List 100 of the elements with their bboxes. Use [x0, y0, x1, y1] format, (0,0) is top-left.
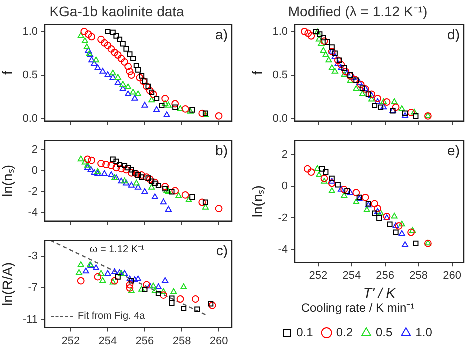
point	[155, 284, 162, 290]
point	[344, 188, 350, 194]
point	[143, 82, 151, 90]
point	[359, 90, 366, 97]
point	[190, 107, 196, 113]
point	[111, 48, 118, 56]
point	[117, 162, 123, 168]
point	[198, 110, 206, 118]
point	[338, 186, 345, 192]
point	[146, 84, 152, 90]
point	[169, 300, 175, 306]
point	[135, 90, 142, 97]
point	[398, 106, 406, 112]
point	[202, 200, 208, 206]
legend-label: 0.1	[296, 325, 314, 340]
point	[126, 284, 134, 292]
point	[338, 61, 346, 69]
point	[364, 206, 370, 212]
y-tick-label: -4	[28, 207, 38, 220]
y-axis-title: ln(R/A)	[0, 262, 16, 306]
point	[398, 220, 406, 227]
point	[114, 74, 122, 80]
point	[93, 56, 100, 63]
chart-title: Modified (λ = 1.12 K⁻¹)	[288, 3, 428, 20]
point	[362, 194, 370, 202]
point	[132, 95, 138, 101]
point	[170, 288, 178, 294]
point	[91, 60, 98, 66]
point	[304, 30, 312, 38]
point	[128, 278, 134, 284]
point	[125, 84, 132, 90]
point	[413, 240, 419, 246]
point	[78, 32, 84, 38]
point	[136, 67, 142, 73]
point	[120, 41, 126, 47]
point	[353, 198, 360, 204]
point	[413, 113, 419, 119]
point	[317, 32, 323, 38]
point	[146, 176, 154, 184]
legend-label: 1.0	[416, 325, 433, 340]
point	[132, 170, 138, 176]
point	[340, 186, 348, 194]
point	[335, 182, 341, 188]
point	[372, 102, 378, 108]
point	[118, 55, 126, 62]
point	[180, 284, 188, 290]
point	[114, 158, 120, 164]
y-tick-label: 2	[32, 144, 38, 156]
point	[98, 36, 105, 44]
point	[356, 79, 363, 86]
point	[142, 102, 148, 108]
point	[328, 188, 336, 194]
point	[320, 174, 328, 182]
point	[395, 222, 403, 230]
point	[126, 276, 134, 282]
point	[323, 170, 329, 176]
y-tick-label: -4	[278, 244, 288, 256]
point	[156, 182, 162, 188]
point	[88, 56, 96, 63]
point	[138, 286, 146, 292]
point	[94, 273, 102, 281]
point	[372, 210, 378, 216]
point	[152, 194, 158, 200]
point	[408, 109, 415, 116]
point	[338, 64, 345, 70]
point	[104, 72, 112, 78]
point	[78, 156, 84, 162]
point	[215, 112, 223, 120]
point	[125, 90, 132, 97]
point	[84, 164, 92, 170]
point	[402, 241, 409, 248]
point	[143, 174, 151, 182]
point	[172, 187, 180, 195]
point	[374, 205, 382, 212]
point	[110, 30, 116, 36]
x-tick-label: 252	[309, 270, 328, 282]
point	[122, 270, 128, 276]
point	[120, 81, 126, 87]
point	[347, 189, 354, 195]
point	[162, 100, 169, 106]
point	[162, 183, 170, 190]
point	[126, 165, 132, 171]
point	[121, 58, 128, 66]
point	[100, 68, 106, 74]
point	[169, 189, 175, 195]
point	[172, 100, 180, 108]
point	[78, 261, 84, 268]
point	[88, 156, 96, 164]
point	[190, 194, 196, 200]
y-axis-title: f	[0, 71, 16, 76]
y-tick-label: 1.0	[272, 26, 288, 38]
annotation: a)	[216, 26, 228, 43]
point	[316, 36, 323, 42]
x-tick-label: 256	[136, 335, 154, 348]
point	[142, 286, 148, 293]
point	[162, 186, 168, 192]
y-tick-label: -2	[28, 186, 38, 198]
point	[124, 46, 130, 52]
point	[351, 76, 359, 84]
point	[149, 90, 155, 96]
